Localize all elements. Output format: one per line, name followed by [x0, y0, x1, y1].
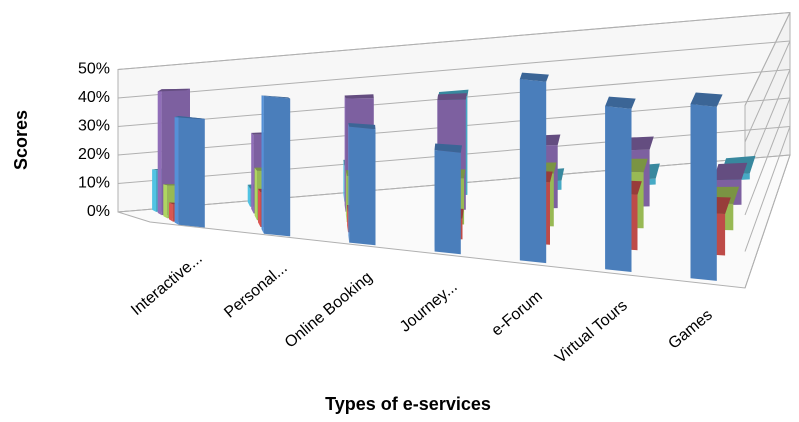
- y-tick-label: 50%: [78, 61, 110, 78]
- bar-side: [163, 184, 167, 218]
- x-tick-label: Interactive...: [128, 250, 206, 319]
- x-tick-label: Online Booking: [282, 269, 376, 352]
- bar-side: [262, 95, 264, 233]
- y-axis-title: Scores: [11, 110, 31, 170]
- bar: [175, 116, 205, 228]
- bar-top: [713, 163, 747, 180]
- bar-side: [343, 160, 344, 202]
- bar-front: [435, 150, 461, 254]
- x-tick-label: Journey...: [397, 278, 461, 335]
- bar-side: [258, 189, 261, 227]
- bar-side: [169, 203, 173, 222]
- bar-front: [349, 127, 375, 246]
- bar: [605, 97, 636, 272]
- bar: [435, 144, 462, 255]
- bar-side: [345, 96, 346, 212]
- x-tick-label: Games: [665, 307, 715, 353]
- x-tick-label: Virtual Tours: [552, 297, 631, 367]
- bar-side: [158, 89, 162, 215]
- bar-front: [264, 96, 290, 237]
- bar-side: [348, 123, 349, 243]
- bar-side: [251, 133, 253, 214]
- bar: [262, 95, 291, 236]
- y-tick-label: 40%: [78, 89, 110, 106]
- x-tick-label: Personal...: [221, 259, 291, 321]
- y-tick-label: 20%: [78, 146, 110, 163]
- bar-side: [175, 116, 179, 225]
- bar-side: [255, 168, 257, 221]
- x-axis-title: Types of e-services: [325, 394, 491, 414]
- bar-front: [179, 116, 205, 228]
- y-tick-label: 10%: [78, 175, 110, 192]
- y-tick-label: 0%: [87, 203, 110, 220]
- bar-front: [520, 79, 546, 263]
- bar: [520, 73, 549, 264]
- x-tick-label: e-Forum: [489, 288, 546, 340]
- y-tick-label: 30%: [78, 118, 110, 135]
- bar: [348, 123, 375, 245]
- bar-side: [152, 169, 156, 212]
- bar-front: [691, 104, 717, 281]
- bar-side: [346, 170, 347, 222]
- bar-front: [605, 106, 631, 272]
